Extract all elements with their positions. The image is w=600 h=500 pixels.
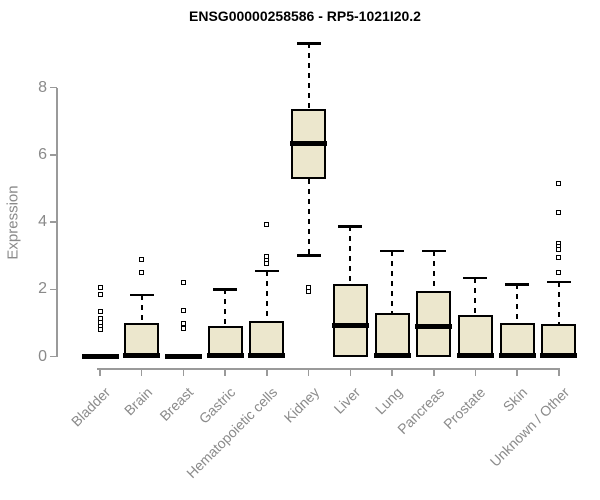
x-tick-mark	[140, 368, 143, 376]
y-tick-mark	[50, 355, 57, 358]
outlier-point-breast	[180, 320, 186, 326]
y-tick-mark	[50, 288, 57, 291]
x-tick-mark	[349, 368, 352, 376]
whisker-cap-upper-skin	[505, 283, 530, 286]
chart-title: ENSG00000258586 - RP5-1021I20.2	[189, 8, 421, 24]
outlier-point-breast	[180, 280, 186, 286]
whisker-cap-upper-unknown-other	[546, 280, 571, 284]
outlier-point-bladder	[97, 285, 103, 291]
x-tick-mark	[474, 368, 477, 376]
x-tick-mark	[99, 368, 101, 376]
outlier-point-breast	[180, 308, 186, 314]
outlier-point-bladder	[97, 309, 103, 315]
whisker-cap-upper-gastric	[213, 288, 238, 291]
median-lung	[373, 352, 411, 358]
whisker-cap-upper-kidney	[296, 42, 321, 45]
whisker-upper-kidney	[307, 43, 310, 109]
box-prostate	[457, 315, 493, 357]
outlier-point-bladder	[97, 292, 103, 297]
outlier-point-unknown-other	[556, 255, 562, 261]
whisker-upper-brain	[140, 294, 143, 324]
outlier-point-hematopoietic-cells	[264, 222, 270, 228]
whisker-upper-liver	[349, 226, 352, 285]
y-tick-label: 0	[38, 347, 47, 365]
x-tick-mark	[307, 368, 310, 376]
box-brain	[124, 323, 160, 357]
x-tick-mark	[224, 368, 226, 376]
median-prostate	[456, 352, 494, 358]
y-tick-label: 6	[38, 145, 47, 163]
x-tick-mark	[516, 368, 518, 376]
outlier-point-unknown-other	[556, 209, 562, 215]
box-unknown-other	[541, 324, 577, 357]
whisker-cap-upper-pancreas	[421, 249, 446, 253]
median-pancreas	[415, 323, 453, 329]
whisker-cap-upper-liver	[338, 225, 363, 228]
median-skin	[498, 352, 536, 358]
whisker-upper-gastric	[224, 289, 227, 326]
y-tick-mark	[50, 154, 57, 156]
median-kidney	[290, 140, 328, 146]
whisker-upper-prostate	[474, 277, 477, 316]
box-lung	[374, 312, 410, 357]
y-tick-mark	[50, 221, 57, 223]
whisker-cap-upper-lung	[380, 249, 405, 253]
x-tick-mark	[266, 368, 268, 376]
box-skin	[499, 323, 535, 357]
whisker-upper-skin	[516, 284, 519, 324]
whisker-cap-upper-hematopoietic-cells	[254, 269, 279, 273]
outlier-point-kidney	[306, 289, 312, 295]
outlier-point-bladder	[97, 327, 103, 333]
whisker-lower-kidney	[307, 179, 310, 256]
whisker-cap-upper-prostate	[463, 276, 488, 280]
whisker-upper-hematopoietic-cells	[265, 270, 268, 322]
x-tick-mark	[391, 368, 393, 376]
median-unknown-other	[540, 352, 578, 358]
whisker-upper-pancreas	[432, 250, 435, 292]
x-tick-mark	[433, 368, 435, 376]
whisker-cap-upper-brain	[129, 293, 154, 296]
y-tick-mark	[50, 86, 57, 89]
median-liver	[331, 323, 369, 329]
box-liver	[332, 284, 368, 357]
median-breast	[164, 353, 202, 359]
outlier-point-unknown-other	[556, 270, 562, 276]
outlier-point-unknown-other	[556, 181, 562, 187]
y-tick-label: 8	[38, 78, 47, 96]
y-tick-label: 4	[38, 213, 47, 231]
median-bladder	[81, 353, 119, 359]
whisker-upper-unknown-other	[557, 281, 560, 325]
outlier-point-brain	[139, 257, 145, 263]
outlier-point-brain	[139, 270, 145, 276]
median-hematopoietic-cells	[248, 352, 286, 358]
whisker-upper-lung	[391, 250, 394, 313]
outlier-point-breast	[180, 325, 186, 331]
y-tick-label: 2	[38, 280, 47, 298]
x-tick-mark	[182, 368, 185, 376]
median-gastric	[206, 352, 244, 358]
x-axis-line	[97, 368, 560, 370]
box-hematopoietic-cells	[249, 321, 285, 357]
outlier-point-hematopoietic-cells	[264, 261, 270, 267]
x-tick-mark	[558, 368, 560, 376]
outlier-point-unknown-other	[556, 247, 562, 253]
whisker-cap-lower-kidney	[296, 254, 321, 257]
median-brain	[123, 352, 161, 358]
